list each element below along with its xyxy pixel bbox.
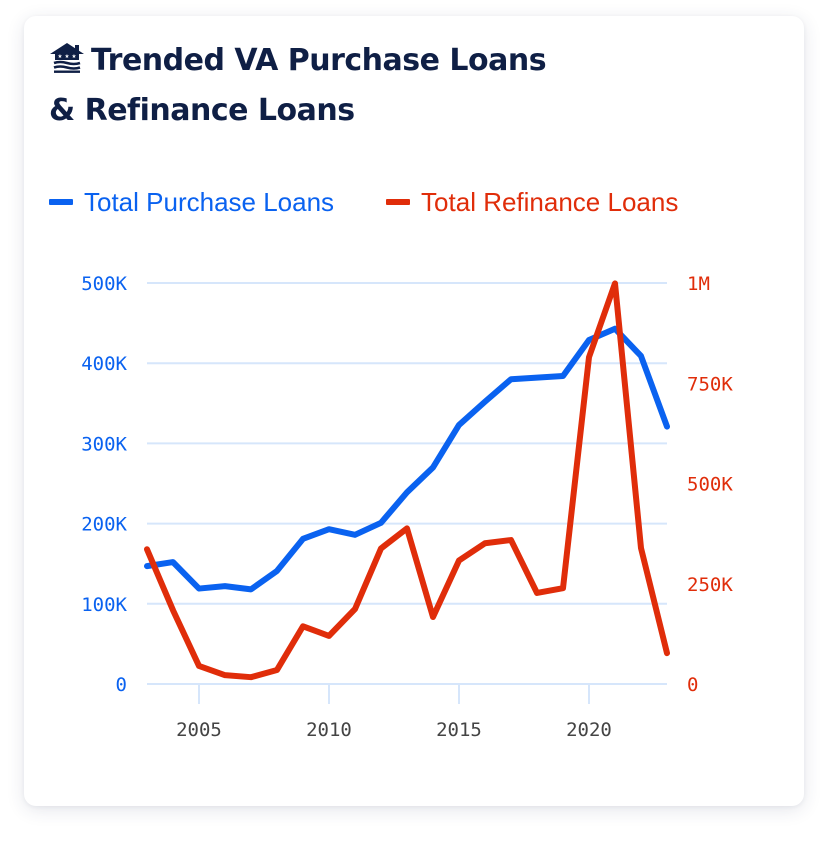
legend-item-refinance[interactable]: Total Refinance Loans: [386, 187, 678, 218]
y-left-tick-label: 300K: [81, 433, 127, 455]
y-left-tick-label: 500K: [81, 273, 127, 295]
series-line-refinance: [144, 280, 670, 681]
y-right-tick-label: 250K: [687, 574, 733, 596]
chart-card: [24, 16, 804, 806]
svg-text:★: ★: [72, 54, 77, 60]
chart-legend: Total Purchase Loans Total Refinance Loa…: [49, 184, 730, 220]
legend-swatch-refinance: [386, 199, 411, 205]
series-line-purchase: [144, 325, 670, 593]
y-left-tick-label: 0: [116, 674, 127, 696]
x-tick-label: 2020: [566, 719, 612, 741]
y-axis-left: 0 100K 200K 300K 400K 500K: [81, 273, 127, 696]
svg-text:★: ★: [65, 54, 70, 60]
legend-label-refinance: Total Refinance Loans: [421, 186, 679, 217]
svg-text:★: ★: [58, 54, 63, 60]
title-line-1: Trended VA Purchase Loans: [91, 43, 547, 78]
legend-swatch-purchase: [49, 199, 73, 205]
y-axis-right: 0 250K 500K 750K 1M: [687, 273, 733, 696]
y-right-tick-label: 1M: [687, 273, 710, 295]
chart-title: ★ ★ ★ Trended VA Purchase Loans & Refina…: [49, 36, 669, 136]
y-right-tick-label: 750K: [687, 373, 733, 395]
x-tick-label: 2010: [306, 719, 352, 741]
x-tick-label: 2005: [176, 719, 222, 741]
x-axis: 2005 2010 2015 2020: [176, 684, 612, 741]
y-left-tick-label: 100K: [81, 594, 127, 616]
x-tick-label: 2015: [436, 719, 482, 741]
legend-label-purchase: Total Purchase Loans: [84, 186, 335, 217]
title-line-2: & Refinance Loans: [49, 93, 355, 128]
y-left-tick-label: 200K: [81, 514, 127, 536]
y-right-tick-label: 0: [687, 674, 698, 696]
house-flag-logo-icon: ★ ★ ★: [50, 43, 84, 73]
y-left-tick-label: 400K: [81, 353, 127, 375]
legend-item-purchase[interactable]: Total Purchase Loans: [49, 187, 334, 218]
y-right-tick-label: 500K: [687, 474, 733, 496]
